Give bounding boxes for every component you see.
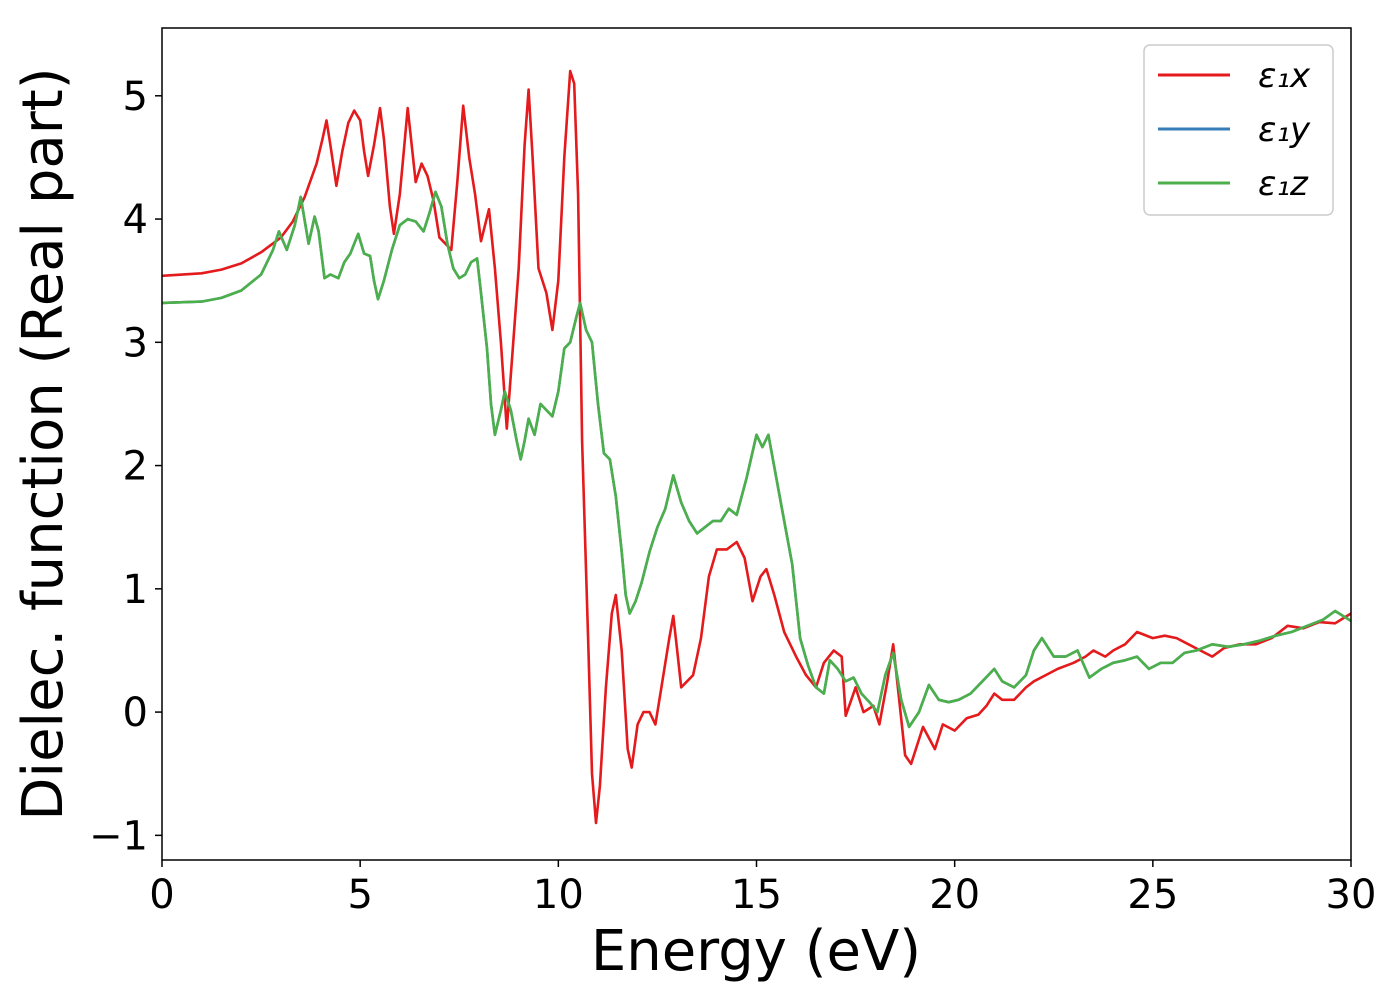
series-line-3: [162, 190, 1351, 729]
x-tick-label: 5: [347, 872, 372, 918]
x-tick-label: 15: [731, 872, 782, 918]
x-tick-label: 25: [1127, 872, 1178, 918]
y-tick-label: 1: [123, 567, 148, 613]
legend-box: [1143, 44, 1334, 216]
x-tick-label: 0: [149, 872, 174, 918]
series-layer: [162, 69, 1351, 825]
legend-label-1: ε₁x: [1258, 56, 1311, 96]
y-tick-label: 4: [123, 197, 148, 243]
y-tick-label: 3: [123, 320, 148, 366]
x-tick-label: 10: [533, 872, 584, 918]
legend-label-3: ε₁z: [1258, 164, 1309, 204]
legend: ε₁x ε₁y ε₁z: [1143, 44, 1334, 216]
y-axis: −1 0 1 2 3 4 5: [89, 74, 162, 859]
legend-label-2: ε₁y: [1258, 110, 1311, 150]
x-tick-label: 20: [929, 872, 980, 918]
y-tick-label: −1: [89, 813, 148, 859]
y-tick-label: 2: [123, 444, 148, 490]
x-tick-label: 30: [1326, 872, 1377, 918]
y-axis-label: Dielec. function (Real part): [11, 67, 76, 820]
x-axis-label: Energy (eV): [591, 919, 921, 984]
y-tick-label: 0: [123, 690, 148, 736]
x-axis: 0 5 10 15 20 25 30: [149, 860, 1376, 918]
y-tick-label: 5: [123, 74, 148, 120]
series-line-1: [162, 69, 1351, 825]
